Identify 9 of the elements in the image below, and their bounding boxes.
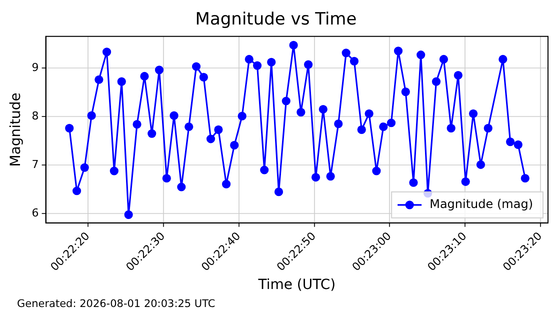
legend-label: Magnitude (mag) — [430, 197, 534, 212]
y-tick-label: 7 — [32, 158, 39, 171]
y-axis-title: Magnitude — [8, 92, 24, 167]
y-tick-label: 9 — [32, 60, 39, 74]
x-axis-title: Time (UTC) — [257, 277, 336, 294]
text: Generated: 2026-08-01 20:03:25 UTC — [17, 298, 216, 310]
y-tick-label: 6 — [32, 206, 39, 220]
chart-title: Magnitude vs Time — [195, 10, 357, 30]
y-tick-label: 8 — [32, 109, 39, 122]
